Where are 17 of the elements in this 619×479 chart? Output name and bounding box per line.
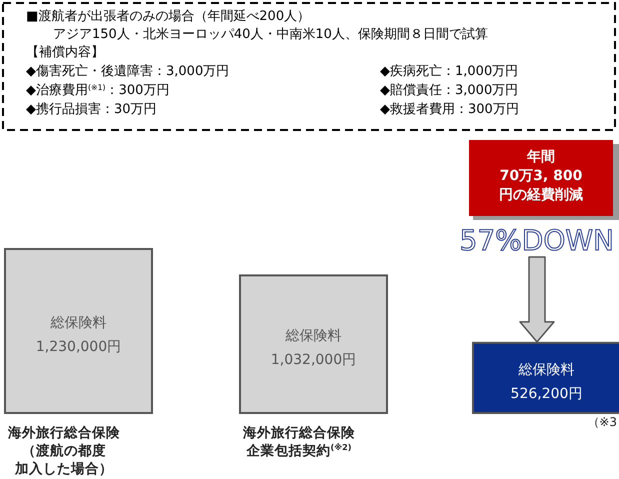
text: 年間70万3, 800円の経費削減	[499, 149, 583, 203]
text: ◆治療費用$^{(※1)}$：300万円	[26, 82, 170, 98]
text: ◆疾病死亡：1,000万円	[380, 63, 518, 79]
data-label: 総保険料 1,032,000円	[270, 328, 356, 368]
x-tick-label: 海外旅行総合保険企業包括契約$^{(※2)}$	[242, 425, 356, 459]
text: ◆救援者費用：300万円	[380, 102, 519, 117]
text: 【補償内容】	[26, 44, 104, 60]
text: ◆傷害死亡・後遺障害：3,000万円	[26, 63, 230, 79]
data-label: 総保険料 526,200円	[510, 362, 582, 402]
text: （※3	[587, 415, 617, 429]
text: ◆携行品損害：30万円	[26, 101, 157, 117]
data-label: 総保険料 1,230,000円	[36, 315, 122, 355]
text: アジア150人・北米ヨーロッパ40人・中南米10人、保険期間８日間で試算	[40, 27, 488, 42]
annotation: 57%DOWN	[460, 224, 614, 257]
text: ■渡航者が出張者のみの場合（年間延べ200人）	[26, 9, 310, 24]
x-tick-label: 海外旅行総合保険（渡航の都度加入した場合）	[7, 425, 121, 477]
text: ◆賠償責任：3,000万円	[380, 83, 518, 98]
